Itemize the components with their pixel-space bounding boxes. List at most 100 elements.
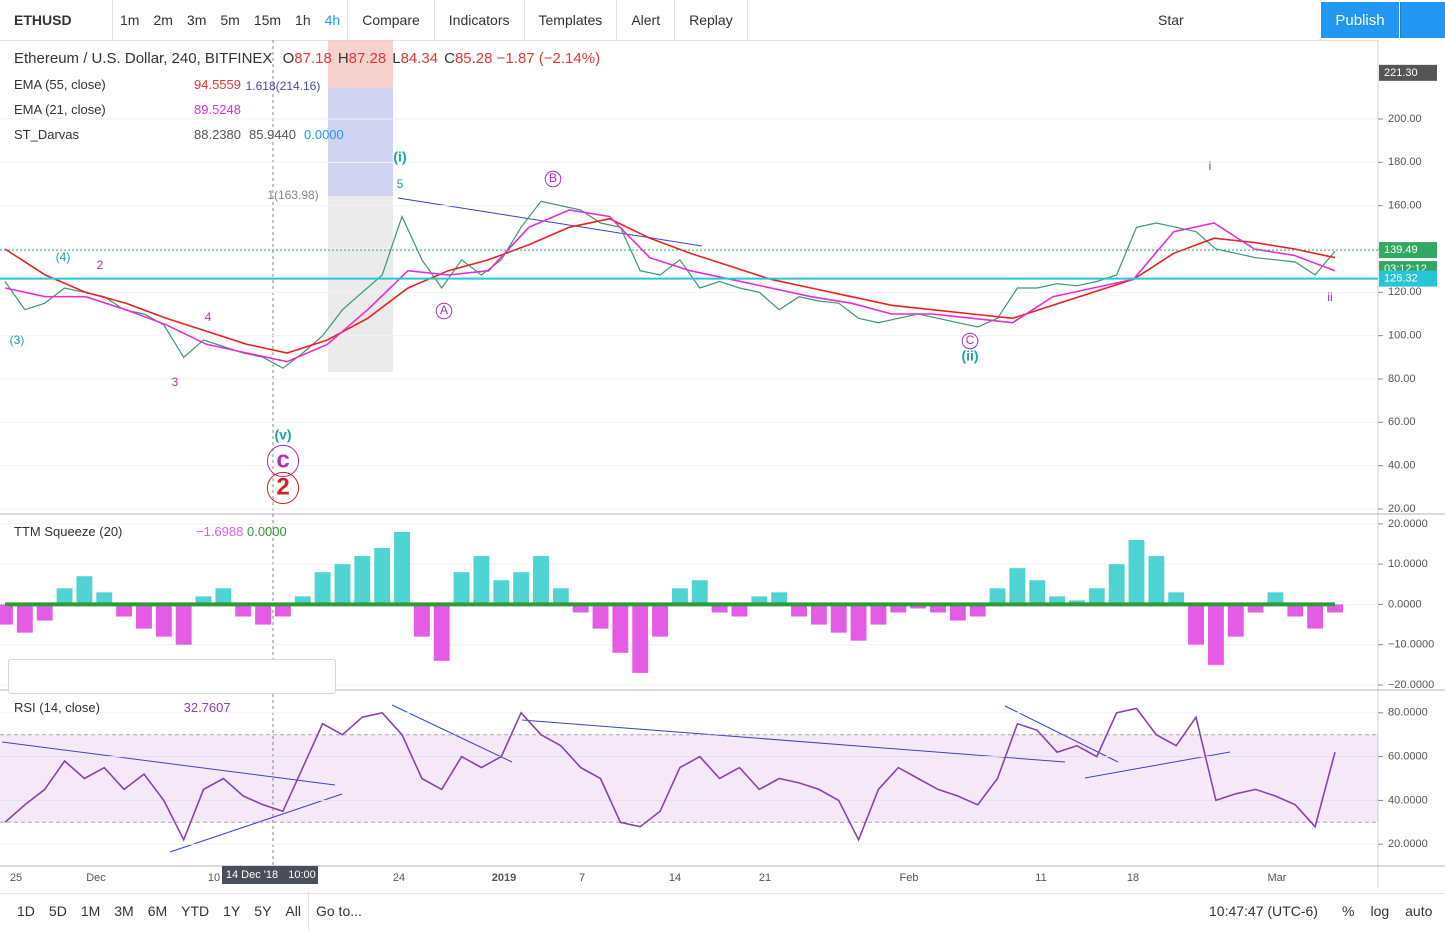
interval[interactable]: 5m <box>220 12 240 28</box>
range-button[interactable]: 1M <box>80 903 101 919</box>
histogram-bar <box>1128 539 1145 605</box>
histogram-bar <box>711 604 728 613</box>
histogram-bar <box>1227 604 1244 637</box>
toolbar-button[interactable]: Replay <box>675 0 748 40</box>
ohlc-value: 84.34 <box>400 50 439 67</box>
star[interactable]: Star <box>1158 12 1184 28</box>
wave-label: (3) <box>10 333 25 347</box>
histogram-bar <box>1108 564 1125 605</box>
price-badge-label: 221.30 <box>1384 67 1418 79</box>
y-tick-label: 60.0000 <box>1388 751 1428 763</box>
time-label: Feb <box>900 872 919 884</box>
range-button[interactable]: YTD <box>181 903 210 919</box>
histogram-bar <box>1247 604 1264 613</box>
y-tick-label: 80.0000 <box>1388 707 1428 719</box>
y-tick-label: 10.0000 <box>1388 558 1428 570</box>
interval[interactable]: 15m <box>253 12 282 28</box>
histogram-bar <box>1148 556 1165 605</box>
y-tick-label: −20.0000 <box>1388 679 1434 691</box>
histogram-bar <box>771 592 788 605</box>
toolbar-button[interactable]: Templates <box>525 0 618 40</box>
range-button[interactable]: All <box>285 903 301 919</box>
plots: 200.00180.00160.00140.00120.00100.0080.0… <box>0 64 1437 884</box>
wave-circle <box>435 302 453 320</box>
histogram-bar <box>810 604 827 625</box>
series-line <box>4 200 1336 369</box>
histogram-bar <box>0 604 13 625</box>
histogram-bar <box>56 588 73 605</box>
range-button[interactable]: 1Y <box>223 903 241 919</box>
study-value: 0.0000 <box>246 524 287 539</box>
range-button[interactable]: 1D <box>17 903 35 919</box>
histogram-bar <box>949 604 966 621</box>
histogram-bar <box>1069 600 1085 605</box>
y-tick-label: 20.0000 <box>1388 838 1428 850</box>
drawing-toolbar[interactable] <box>8 659 336 694</box>
histogram-bar <box>870 604 887 625</box>
study-legend: ST_Darvas 88.2380 85.9440 0.0000 <box>14 127 352 142</box>
histogram-bar <box>473 556 490 605</box>
goto[interactable]: Go to... <box>315 903 362 919</box>
wave-label: 3 <box>172 375 179 389</box>
stream-button[interactable] <box>1400 2 1445 38</box>
histogram-bar <box>552 588 569 605</box>
ranges: 1D 5D 1M 3M 6M YTD 1Y 5Y All <box>0 903 308 919</box>
histogram-bar <box>691 580 708 605</box>
histogram-bar <box>1029 580 1046 605</box>
histogram-bar <box>453 572 470 605</box>
wave-label: ii <box>1327 290 1332 304</box>
histogram-bar <box>274 604 291 617</box>
price-badge <box>1379 242 1437 259</box>
study-legend: EMA (21, close) 89.5248 <box>14 102 249 117</box>
publish-button[interactable]: Publish <box>1321 2 1399 38</box>
range-button[interactable]: 5D <box>48 903 67 919</box>
price-badge <box>1379 270 1437 287</box>
y-tick-label: 180.00 <box>1388 156 1422 168</box>
scale-option[interactable]: log <box>1370 903 1390 919</box>
rsi-legend: RSI (14, close) 32.7607 <box>14 700 231 715</box>
interval[interactable]: 3m <box>186 12 207 28</box>
trend-line <box>1 741 336 786</box>
time-label: 7 <box>579 872 585 884</box>
histogram-bar <box>592 604 609 629</box>
range-button[interactable]: 3M <box>114 903 134 919</box>
ohlc-key: O <box>282 50 295 67</box>
y-tick-label: 20.0000 <box>1388 518 1428 530</box>
histogram-bar <box>1287 604 1304 617</box>
histogram-bar <box>731 604 748 617</box>
symbol-legend: Ethereum / U.S. Dollar, 240, BITFINEX O 8… <box>14 50 600 67</box>
histogram-bar <box>910 604 927 609</box>
interval[interactable]: 2m <box>153 12 173 28</box>
interval[interactable]: 4h <box>324 12 341 28</box>
range-button[interactable]: 6M <box>147 903 168 919</box>
scale-option[interactable]: % <box>1342 903 1355 919</box>
separator <box>307 891 309 931</box>
study-value: 85.9440 <box>249 127 296 142</box>
ohlc: O87.18 H87.28 L84.34 C85.28 <box>277 50 493 67</box>
interval[interactable]: 1m <box>120 12 140 28</box>
scale-option[interactable]: auto <box>1405 903 1433 919</box>
series-line <box>4 217 1336 354</box>
toolbar-button[interactable]: Alert <box>617 0 676 40</box>
wave-label: c <box>276 446 289 473</box>
study-legend: EMA (55, close) 94.5559 <box>14 77 249 92</box>
ohlc-key: C <box>444 50 455 67</box>
wave-label: 5 <box>397 177 404 191</box>
symbol[interactable]: ETHUSD <box>14 12 72 28</box>
histogram-bar <box>16 604 33 633</box>
legend-title: Ethereum / U.S. Dollar, 240, BITFINEX <box>14 50 273 67</box>
histogram-bar <box>632 604 649 673</box>
crosshair-badge <box>222 866 318 884</box>
range-button[interactable]: 5Y <box>254 903 272 919</box>
toolbar-button[interactable]: Compare <box>348 0 435 40</box>
series-line <box>4 209 1336 363</box>
bottom-toolbar: 1D 5D 1M 3M 6M YTD 1Y 5Y All Go to... 10:47:47 (… <box>0 891 1445 931</box>
study-value: 32.7607 <box>183 700 231 715</box>
histogram-bar <box>116 604 133 617</box>
fib-zone <box>328 196 393 372</box>
toolbar-button[interactable]: Indicators <box>435 0 525 40</box>
histogram-bar <box>791 604 807 617</box>
interval[interactable]: 1h <box>295 12 311 28</box>
fib-zone <box>328 40 393 88</box>
